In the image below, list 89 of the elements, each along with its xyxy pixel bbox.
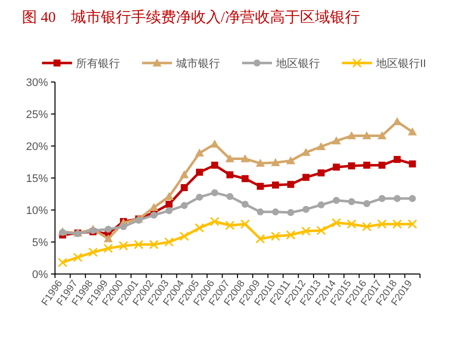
point bbox=[302, 174, 310, 181]
chart-title: 图 40 城市银行手续费净收入/净营收高于区域银行 bbox=[22, 9, 360, 26]
point bbox=[378, 162, 386, 169]
point bbox=[408, 160, 416, 168]
point bbox=[166, 200, 173, 208]
point bbox=[240, 219, 250, 229]
point bbox=[272, 208, 280, 216]
point bbox=[301, 226, 311, 236]
point bbox=[316, 142, 326, 150]
point bbox=[271, 158, 280, 166]
point bbox=[103, 244, 113, 254]
y-tick-label: 10% bbox=[26, 205, 48, 217]
point bbox=[347, 131, 356, 140]
point bbox=[166, 207, 173, 214]
point bbox=[88, 247, 98, 257]
point bbox=[150, 212, 158, 219]
legend-label: 城市银行 bbox=[175, 57, 220, 70]
point bbox=[256, 234, 266, 244]
point bbox=[149, 240, 159, 250]
point bbox=[346, 219, 356, 229]
point bbox=[118, 241, 128, 251]
point bbox=[226, 171, 234, 178]
point bbox=[164, 237, 174, 247]
y-tick-label: 5% bbox=[32, 237, 48, 249]
point bbox=[242, 200, 249, 208]
point bbox=[256, 208, 264, 216]
point bbox=[104, 226, 112, 233]
point bbox=[348, 162, 356, 170]
point bbox=[318, 169, 325, 176]
point bbox=[180, 170, 189, 178]
point bbox=[363, 200, 370, 208]
point bbox=[180, 202, 188, 210]
point bbox=[58, 258, 68, 268]
point bbox=[180, 184, 188, 192]
y-tick-label: 15% bbox=[26, 173, 48, 185]
point bbox=[408, 219, 418, 229]
point bbox=[270, 231, 280, 241]
point bbox=[318, 201, 325, 208]
point bbox=[211, 189, 218, 196]
point bbox=[287, 209, 294, 216]
y-tick-label: 0% bbox=[32, 269, 48, 281]
point bbox=[134, 240, 144, 250]
point bbox=[378, 194, 386, 202]
point bbox=[242, 175, 249, 182]
point bbox=[194, 148, 204, 157]
point bbox=[210, 216, 220, 226]
point bbox=[196, 194, 203, 201]
y-tick-label: 20% bbox=[26, 141, 48, 153]
point bbox=[286, 156, 296, 164]
point bbox=[226, 193, 234, 200]
point bbox=[180, 231, 190, 241]
point bbox=[408, 127, 417, 136]
point bbox=[240, 154, 250, 162]
point bbox=[194, 223, 204, 233]
legend-label: 地区银行II bbox=[375, 57, 426, 70]
point bbox=[332, 196, 340, 204]
point bbox=[377, 219, 387, 229]
point bbox=[363, 162, 370, 169]
point bbox=[362, 131, 372, 140]
point bbox=[225, 154, 234, 162]
point bbox=[332, 164, 340, 171]
legend-label: 地区银行 bbox=[275, 57, 320, 70]
point bbox=[196, 168, 203, 176]
point bbox=[256, 158, 265, 167]
point bbox=[316, 226, 326, 236]
point bbox=[104, 234, 113, 242]
point bbox=[301, 148, 310, 156]
point bbox=[286, 230, 296, 240]
point bbox=[225, 220, 235, 230]
point bbox=[211, 162, 218, 169]
point bbox=[362, 222, 372, 232]
point bbox=[287, 180, 294, 188]
y-tick-label: 25% bbox=[26, 109, 48, 121]
point bbox=[332, 136, 341, 144]
point bbox=[210, 140, 220, 148]
point bbox=[408, 194, 416, 202]
point bbox=[73, 252, 83, 262]
point bbox=[377, 131, 386, 140]
point bbox=[394, 194, 401, 202]
point bbox=[256, 182, 264, 190]
point bbox=[348, 198, 356, 206]
point bbox=[302, 206, 310, 213]
point bbox=[392, 219, 402, 229]
legend-label: 所有银行 bbox=[76, 57, 120, 70]
point bbox=[272, 182, 280, 189]
point bbox=[332, 218, 342, 228]
point bbox=[394, 156, 401, 163]
y-tick-label: 30% bbox=[26, 77, 48, 89]
point bbox=[120, 223, 127, 230]
